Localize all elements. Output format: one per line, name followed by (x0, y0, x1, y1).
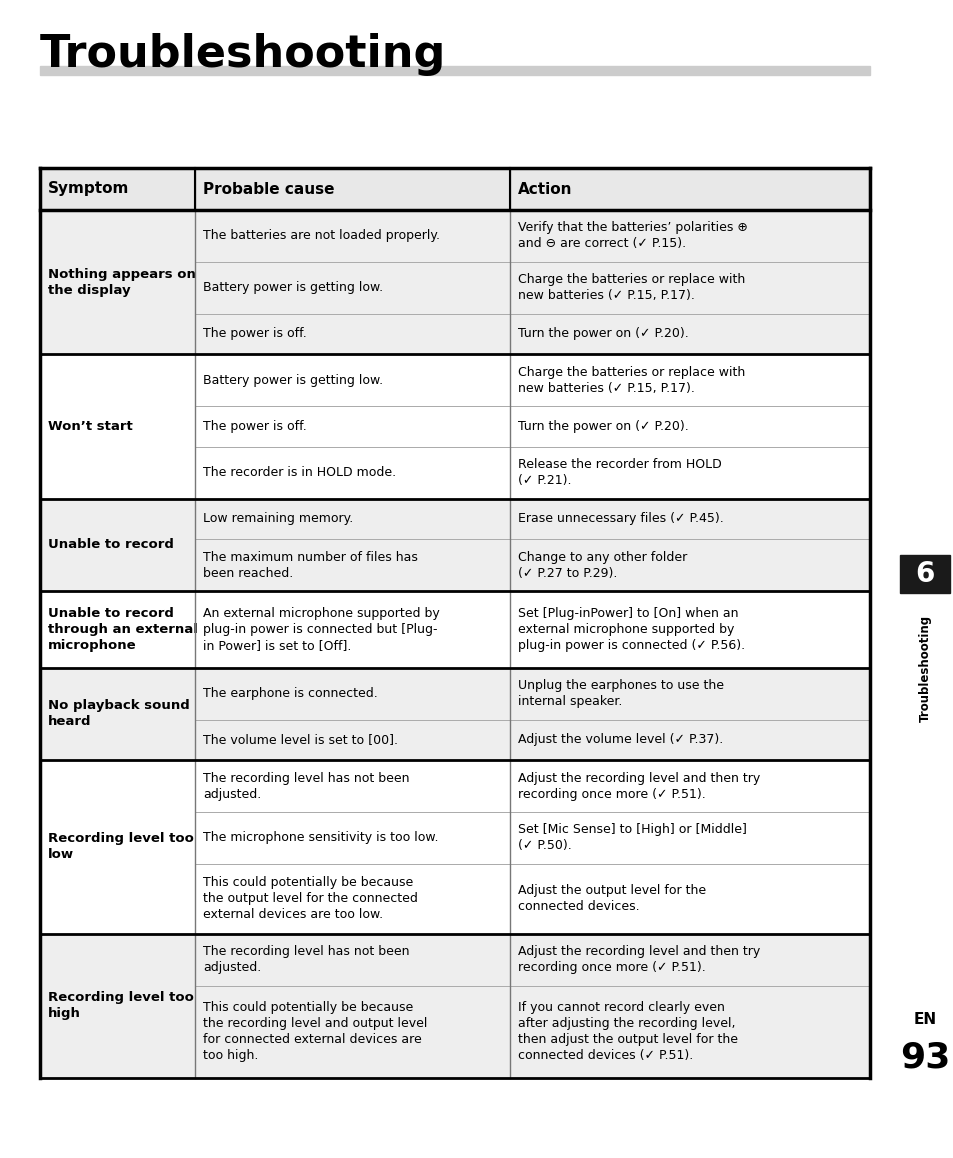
Text: Recording level too
high: Recording level too high (48, 991, 193, 1020)
Bar (40, 760, 869, 933)
Text: Set [Plug-inPower] to [On] when an
external microphone supported by
plug-in powe: Set [Plug-inPower] to [On] when an exter… (517, 607, 744, 652)
Text: Troubleshooting: Troubleshooting (918, 615, 930, 721)
Text: 6: 6 (914, 560, 934, 588)
Bar (40, 210, 869, 354)
Bar (40, 933, 869, 1078)
Text: The volume level is set to [00].: The volume level is set to [00]. (203, 733, 397, 746)
Text: Adjust the output level for the
connected devices.: Adjust the output level for the connecte… (517, 885, 705, 914)
Text: The recorder is in HOLD mode.: The recorder is in HOLD mode. (203, 467, 395, 479)
Bar (40, 668, 869, 760)
Text: The recording level has not been
adjusted.: The recording level has not been adjuste… (203, 771, 409, 800)
Text: Adjust the recording level and then try
recording once more (✓ P.51).: Adjust the recording level and then try … (517, 945, 760, 974)
Text: Adjust the volume level (✓ P.37).: Adjust the volume level (✓ P.37). (517, 733, 722, 746)
Text: Action: Action (517, 182, 572, 197)
Text: Troubleshooting: Troubleshooting (40, 32, 446, 76)
Text: Adjust the recording level and then try
recording once more (✓ P.51).: Adjust the recording level and then try … (517, 771, 760, 800)
Bar (40, 354, 869, 499)
Text: Charge the batteries or replace with
new batteries (✓ P.15, P.17).: Charge the batteries or replace with new… (517, 366, 744, 395)
Bar (40, 591, 869, 668)
Bar (40, 66, 869, 75)
Text: Symptom: Symptom (48, 182, 130, 197)
Text: Battery power is getting low.: Battery power is getting low. (203, 374, 383, 387)
Text: The maximum number of files has
been reached.: The maximum number of files has been rea… (203, 550, 417, 580)
Text: Release the recorder from HOLD
(✓ P.21).: Release the recorder from HOLD (✓ P.21). (517, 459, 721, 488)
Text: Low remaining memory.: Low remaining memory. (203, 512, 353, 526)
Bar (899, 555, 949, 593)
Text: Unplug the earphones to use the
internal speaker.: Unplug the earphones to use the internal… (517, 679, 723, 708)
Text: 93: 93 (899, 1041, 949, 1075)
Text: No playback sound
heard: No playback sound heard (48, 699, 190, 728)
Text: Unable to record: Unable to record (48, 538, 173, 551)
Bar (40, 168, 869, 210)
Text: The batteries are not loaded properly.: The batteries are not loaded properly. (203, 229, 439, 242)
Text: Turn the power on (✓ P.20).: Turn the power on (✓ P.20). (517, 328, 688, 340)
Text: The power is off.: The power is off. (203, 420, 307, 433)
Text: Set [Mic Sense] to [High] or [Middle]
(✓ P.50).: Set [Mic Sense] to [High] or [Middle] (✓… (517, 823, 746, 852)
Text: Won’t start: Won’t start (48, 420, 132, 433)
Text: Probable cause: Probable cause (203, 182, 335, 197)
Text: EN: EN (912, 1012, 936, 1027)
Text: The microphone sensitivity is too low.: The microphone sensitivity is too low. (203, 831, 438, 844)
Text: Turn the power on (✓ P.20).: Turn the power on (✓ P.20). (517, 420, 688, 433)
Text: Unable to record
through an external
microphone: Unable to record through an external mic… (48, 607, 197, 652)
Text: Charge the batteries or replace with
new batteries (✓ P.15, P.17).: Charge the batteries or replace with new… (517, 273, 744, 302)
Text: Recording level too
low: Recording level too low (48, 833, 193, 862)
Text: This could potentially be because
the recording level and output level
for conne: This could potentially be because the re… (203, 1002, 427, 1062)
Text: Erase unnecessary files (✓ P.45).: Erase unnecessary files (✓ P.45). (517, 512, 723, 526)
Text: Change to any other folder
(✓ P.27 to P.29).: Change to any other folder (✓ P.27 to P.… (517, 550, 686, 580)
Text: An external microphone supported by
plug-in power is connected but [Plug-
in Pow: An external microphone supported by plug… (203, 607, 439, 652)
Text: If you cannot record clearly even
after adjusting the recording level,
then adju: If you cannot record clearly even after … (517, 1002, 738, 1062)
Text: The recording level has not been
adjusted.: The recording level has not been adjuste… (203, 945, 409, 974)
Text: The power is off.: The power is off. (203, 328, 307, 340)
Text: This could potentially be because
the output level for the connected
external de: This could potentially be because the ou… (203, 877, 417, 922)
Text: Battery power is getting low.: Battery power is getting low. (203, 281, 383, 294)
Text: Nothing appears on
the display: Nothing appears on the display (48, 267, 195, 296)
Text: Verify that the batteries’ polarities ⊕
and ⊖ are correct (✓ P.15).: Verify that the batteries’ polarities ⊕ … (517, 221, 747, 250)
Bar (40, 499, 869, 591)
Text: The earphone is connected.: The earphone is connected. (203, 687, 377, 701)
